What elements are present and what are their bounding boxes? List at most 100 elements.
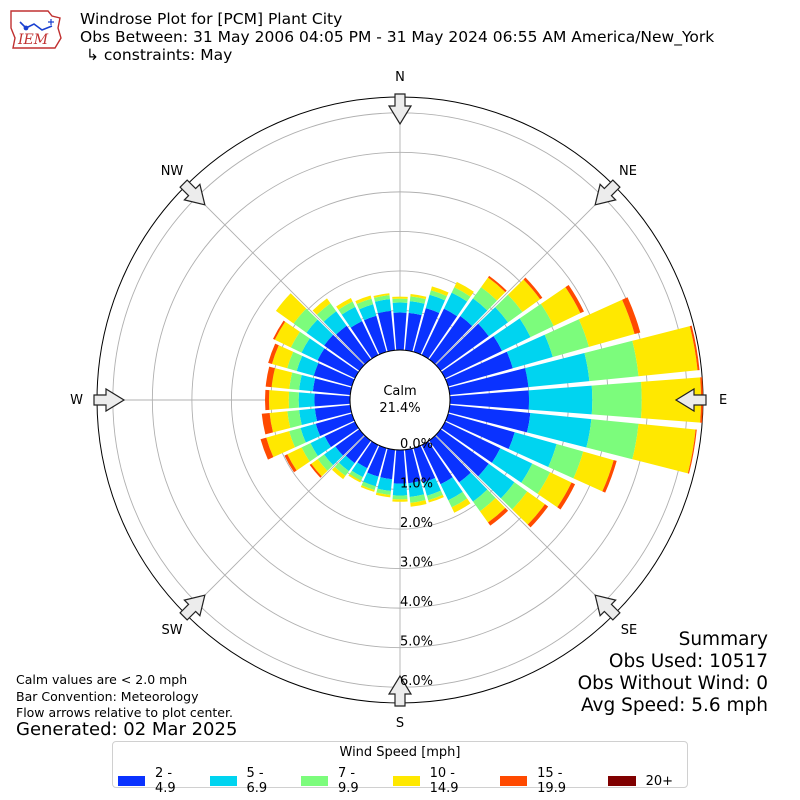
windrose-bar-segment [265,389,270,411]
windrose-bar-segment [274,321,300,348]
windrose-bar-segment [512,491,545,525]
windrose-bar-segment [300,423,321,443]
legend-item: 15 - 19.9 [500,766,594,796]
windrose-bar-segment [266,431,295,458]
windrose-bar-segment [573,451,614,492]
windrose-bar-segment [393,449,407,484]
windrose-bar-segment [331,466,346,480]
windrose-bar-segment [290,331,310,353]
windrose-bar-segment [265,366,275,388]
windrose-bar-segment [350,321,379,359]
flow-arrow-icon [387,93,413,126]
windrose-bar-segment [440,477,463,501]
windrose-bar-segment [481,277,506,301]
windrose-bar-segment [540,287,581,327]
windrose-bar-segment [421,308,458,359]
calm-label: Calm [383,384,416,399]
windrose-bar-segment [451,287,471,302]
calm-note: Calm values are < 2.0 mph [16,672,188,687]
windrose-bar-segment [299,374,316,392]
windrose-bar-segment [289,372,302,390]
windrose-bar-segment [341,306,363,328]
windrose-bar-segment [361,481,376,490]
flow-arrow-icon [93,387,126,413]
windrose-bar-segment [363,472,379,487]
windrose-bar-segment [408,481,425,497]
windrose-bar-segment [345,435,371,464]
windrose-bar-segment [404,312,422,352]
windrose-bar-segment [357,441,379,469]
windrose-bar-segment [435,429,489,477]
windrose-bar-segment [355,295,372,304]
flow-arrows-note: Flow arrows relative to plot center. [16,705,233,720]
summary-obs-without-wind: Obs Without Wind: 0 [577,673,768,694]
iem-logo: IEM [10,10,62,49]
legend-title: Wind Speed [mph] [339,745,461,760]
windrose-bar-segment [578,299,635,347]
calm-circle [349,349,451,451]
windrose-bar-segment [324,446,343,466]
windrose-bar-segment [454,281,474,297]
windrose-bar-segment [323,311,347,335]
windrose-bar-segment [448,368,529,396]
flow-arrow-icon [179,594,206,621]
windrose-bar-segment [527,504,549,528]
windrose-bar-segment [488,275,507,293]
bars-layer [260,275,703,528]
windrose-bar-segment [460,298,488,327]
windrose-bar-segment [591,381,642,419]
windrose-bar-segment [413,445,436,483]
windrose-bar-segment [448,404,531,433]
windrose-bar-segment [548,444,584,479]
windrose-bar-segment [317,348,359,379]
windrose-bar-segment [314,393,351,407]
windrose-bar-segment [443,292,468,317]
windrose-bar-segment [478,463,515,499]
windrose-bar-segment [271,345,294,369]
windrose-bar-segment [435,323,489,371]
windrose-bar-segment [410,500,427,507]
direction-arrows [93,93,707,707]
windrose-bar-segment [557,482,576,510]
arrow-shape [179,594,206,621]
windrose-bar-segment [311,459,328,477]
windrose-bar-segment [526,413,592,448]
windrose-bar-segment [287,447,310,471]
windrose-bar-segment [271,368,293,389]
legend-label: 20+ [645,773,674,789]
windrose-bar-segment [429,435,471,483]
windrose-bar-segment [338,301,356,315]
legend-item: 20+ [607,766,674,796]
windrose-bar-segment [632,326,698,377]
windrose-bar-segment [324,334,365,371]
windrose-bar-segment [413,308,440,355]
windrose-bar-segment [641,377,702,423]
legend-swatch [392,776,420,786]
flow-arrow-icon [594,594,621,621]
windrose-bar-segment [429,290,447,301]
summary-obs-used: Obs Used: 10517 [608,651,768,672]
windrose-bar-segment [373,295,390,302]
windrose-bar-segment [428,494,444,503]
legend-swatch [301,776,329,786]
direction-label: SW [161,623,182,638]
windrose-bar-segment [360,485,375,492]
windrose-bar-segment [421,441,453,485]
windrose-bar-segment [261,413,274,435]
direction-label: W [70,393,83,408]
windrose-bar-segment [521,463,551,494]
direction-label: SE [621,623,637,638]
grid-spoke [435,435,615,615]
radial-tick-label: 3.0% [400,556,433,571]
legend-item: 2 - 4.9 [118,766,196,796]
windrose-bar-segment [448,491,468,508]
windrose-bar-segment [269,411,291,433]
summary-heading: Summary [678,629,768,650]
direction-label: E [719,393,727,408]
windrose-bar-segment [392,499,408,502]
windrose-bar-segment [632,423,696,474]
windrose-bar-segment [314,404,352,422]
windrose-bar-segment [584,340,639,382]
windrose-bar-segment [519,303,554,338]
windrose-bar-segment [288,391,299,409]
